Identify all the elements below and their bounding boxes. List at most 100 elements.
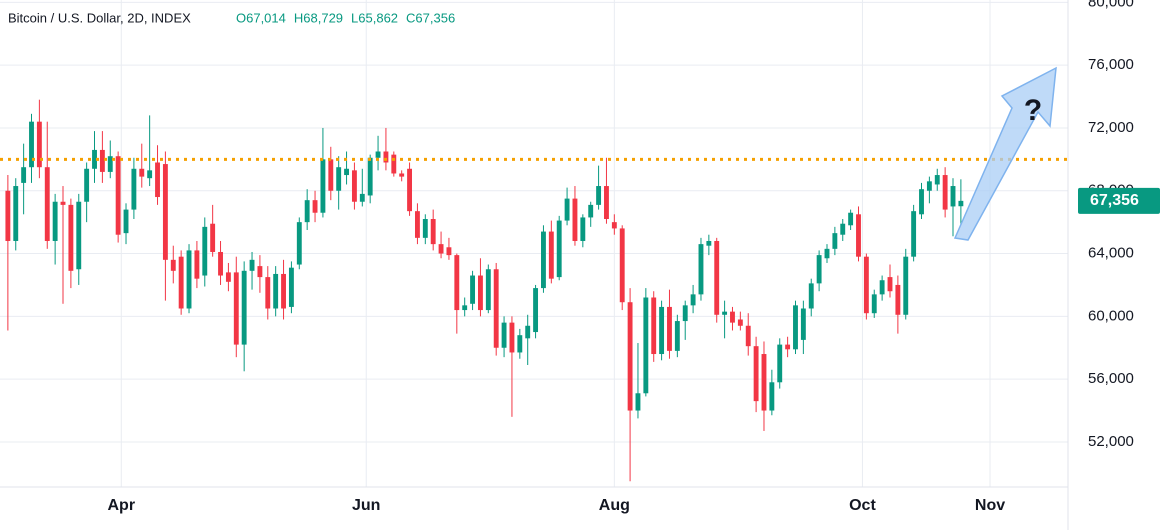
candle-body [808, 283, 814, 309]
candle-body [107, 156, 113, 172]
candle-body [887, 277, 893, 292]
candle-body [52, 201, 58, 241]
candle-body [123, 209, 129, 234]
candle-body [478, 275, 483, 311]
x-tick-label: Apr [108, 497, 136, 514]
candle-body [753, 346, 759, 402]
y-tick-label: 80,000 [1088, 0, 1134, 10]
candle-body [407, 168, 412, 212]
forecast-arrow [953, 66, 1057, 241]
candle-body [273, 273, 279, 309]
candle-body [517, 335, 523, 353]
candle-body [533, 288, 539, 333]
candle-body [344, 168, 349, 176]
candle-body [580, 217, 586, 241]
candle-body [328, 159, 334, 191]
candle-body [29, 121, 34, 168]
candle-body [257, 266, 263, 278]
candle-body [5, 190, 11, 241]
candle-body [351, 170, 357, 202]
candle-body [926, 181, 932, 191]
candle-body [194, 250, 200, 279]
candle-body [367, 157, 373, 196]
candle-body [911, 211, 917, 257]
candle-body [871, 294, 877, 314]
x-tick-label: Nov [975, 497, 1005, 514]
y-tick-label: 76,000 [1088, 56, 1134, 73]
candle-body [588, 204, 594, 218]
candle-body [635, 393, 641, 411]
candle-body [793, 305, 798, 350]
candle-body [548, 231, 554, 279]
candle-body [288, 267, 294, 307]
candle-body [525, 325, 531, 339]
candle-body [44, 167, 50, 241]
candle-body [359, 193, 365, 202]
candle-body [619, 228, 625, 303]
candle-body [730, 311, 735, 323]
candle-body [92, 149, 97, 169]
candle-body [375, 151, 381, 158]
overlay: ? [953, 66, 1057, 241]
candle-body [336, 167, 342, 191]
candle-body [643, 297, 649, 394]
candle-body [202, 226, 208, 276]
annotation: ? [1024, 94, 1042, 127]
candle-body [225, 272, 231, 282]
ohlc-value: H68,729 [294, 10, 343, 25]
candle-body [383, 151, 389, 163]
candle-body [249, 259, 255, 271]
candle-body [714, 240, 720, 315]
ohlc-value: O67,014 [236, 10, 286, 25]
axes: 52,00056,00060,00064,00068,00072,00076,0… [108, 0, 1160, 514]
candle-body [320, 159, 326, 213]
candle-body [722, 311, 728, 315]
candle-body [170, 259, 176, 271]
candle-body [611, 222, 617, 229]
candle-body [414, 211, 420, 238]
candle-body [233, 272, 239, 345]
candle-body [178, 256, 184, 309]
candle-body [690, 294, 696, 306]
candle-body [438, 244, 444, 254]
candle-body [667, 306, 672, 351]
candle-body [604, 186, 609, 220]
ohlc-legend: O67,014 H68,729 L65,862 C67,356 [236, 10, 455, 25]
candles [0, 99, 1068, 482]
candle-body [950, 186, 956, 207]
ohlc-value: C67,356 [406, 10, 455, 25]
candle-body [241, 270, 247, 345]
candle-body [698, 244, 704, 295]
candle-body [84, 168, 90, 202]
y-tick-label: 64,000 [1088, 245, 1134, 262]
candle-body [840, 223, 846, 235]
candle-body [446, 247, 452, 256]
candle-body [155, 162, 160, 198]
candle-body [186, 250, 192, 309]
candle-body [824, 248, 830, 259]
candle-body [564, 198, 570, 221]
candle-body [422, 219, 428, 238]
candle-body [509, 322, 515, 353]
last-price-label: 67,356 [1090, 192, 1139, 209]
candle-body [958, 200, 964, 207]
candle-body [485, 269, 491, 311]
candle-body [76, 201, 82, 270]
candle-body [848, 212, 854, 226]
candle-body [556, 220, 562, 278]
candle-body [430, 219, 436, 245]
candle-body [99, 149, 105, 172]
candle-body [682, 305, 688, 322]
candle-body [737, 319, 743, 326]
candle-body [36, 121, 42, 168]
candle-body [769, 382, 775, 411]
y-tick-label: 72,000 [1088, 119, 1134, 136]
candle-body [60, 201, 66, 205]
candle-body [399, 173, 405, 177]
candle-body [863, 256, 869, 314]
candle-body [832, 233, 838, 249]
candle-body [903, 256, 909, 315]
x-tick-label: Aug [599, 497, 630, 514]
candle-body [265, 277, 271, 309]
